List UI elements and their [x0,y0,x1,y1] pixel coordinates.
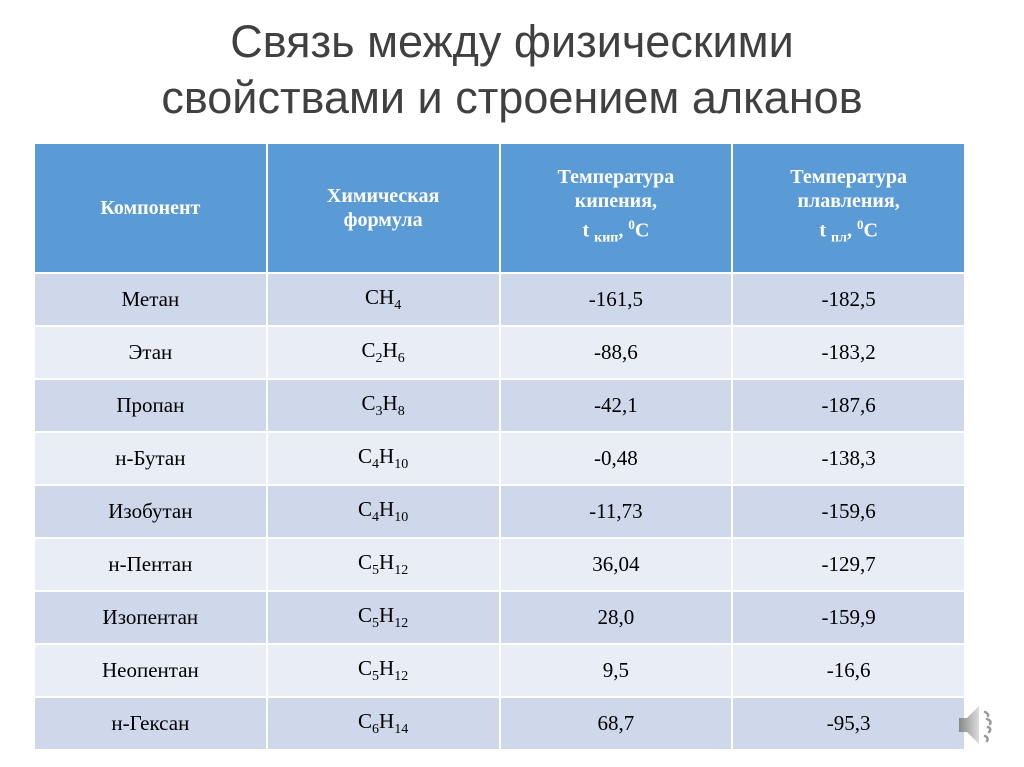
cell-formula: C5H12 [265,537,501,592]
cell-boiling-point: 68,7 [498,696,734,751]
cell-component: Изобутан [33,484,268,539]
table-row: н-Гексан C6H14 68,7 -95,3 [33,696,966,751]
cell-melting-point: -95,3 [731,696,966,751]
cell-boiling-point: 9,5 [498,643,734,698]
cell-melting-point: -182,5 [731,272,966,327]
cell-component: Неопентан [33,643,268,698]
table-row: Этан C2H6 -88,6 -183,2 [33,325,966,380]
cell-component: Метан [33,272,268,327]
header-formula: Химическая формула [265,142,501,274]
cell-melting-point: -138,3 [731,431,966,486]
cell-formula: C6H14 [265,696,501,751]
header-boiling-point: Температура кипения, t кип, 0C [498,142,734,274]
cell-component: н-Бутан [33,431,268,486]
cell-formula: C3H8 [265,378,501,433]
cell-boiling-point: -88,6 [498,325,734,380]
header-component: Компонент [33,142,268,274]
cell-component: н-Гексан [33,696,268,751]
cell-boiling-point: 28,0 [498,590,734,645]
cell-component: н-Пентан [33,537,268,592]
cell-component: Пропан [33,378,268,433]
cell-boiling-point: -11,73 [498,484,734,539]
cell-formula: C4H10 [265,484,501,539]
speaker-icon[interactable] [955,700,1005,750]
table-row: Пропан C3H8 -42,1 -187,6 [33,378,966,433]
header-row: Компонент Химическая формула Температура к… [33,142,966,274]
cell-melting-point: -187,6 [731,378,966,433]
cell-melting-point: -159,9 [731,590,966,645]
table-row: Изопентан C5H12 28,0 -159,9 [33,590,966,645]
cell-boiling-point: -42,1 [498,378,734,433]
header-melting-point: Температура плавления, t пл, 0C [731,142,966,274]
cell-formula: CH4 [265,272,501,327]
cell-boiling-point: 36,04 [498,537,734,592]
cell-melting-point: -129,7 [731,537,966,592]
cell-component: Изопентан [33,590,268,645]
cell-boiling-point: -161,5 [498,272,734,327]
table-row: Метан CH4 -161,5 -182,5 [33,272,966,327]
slide-title: Связь между физическими свойствами и стр… [161,16,863,123]
table-row: н-Бутан C4H10 -0,48 -138,3 [33,431,966,486]
cell-melting-point: -159,6 [731,484,966,539]
alkanes-table: Компонент Химическая формула Температура к… [33,142,966,751]
cell-boiling-point: -0,48 [498,431,734,486]
cell-melting-point: -16,6 [731,643,966,698]
table-row: Неопентан C5H12 9,5 -16,6 [33,643,966,698]
cell-formula: C2H6 [265,325,501,380]
table-row: Изобутан C4H10 -11,73 -159,6 [33,484,966,539]
table-row: н-Пентан C5H12 36,04 -129,7 [33,537,966,592]
cell-formula: C5H12 [265,590,501,645]
cell-formula: C4H10 [265,431,501,486]
cell-formula: C5H12 [265,643,501,698]
cell-melting-point: -183,2 [731,325,966,380]
cell-component: Этан [33,325,268,380]
